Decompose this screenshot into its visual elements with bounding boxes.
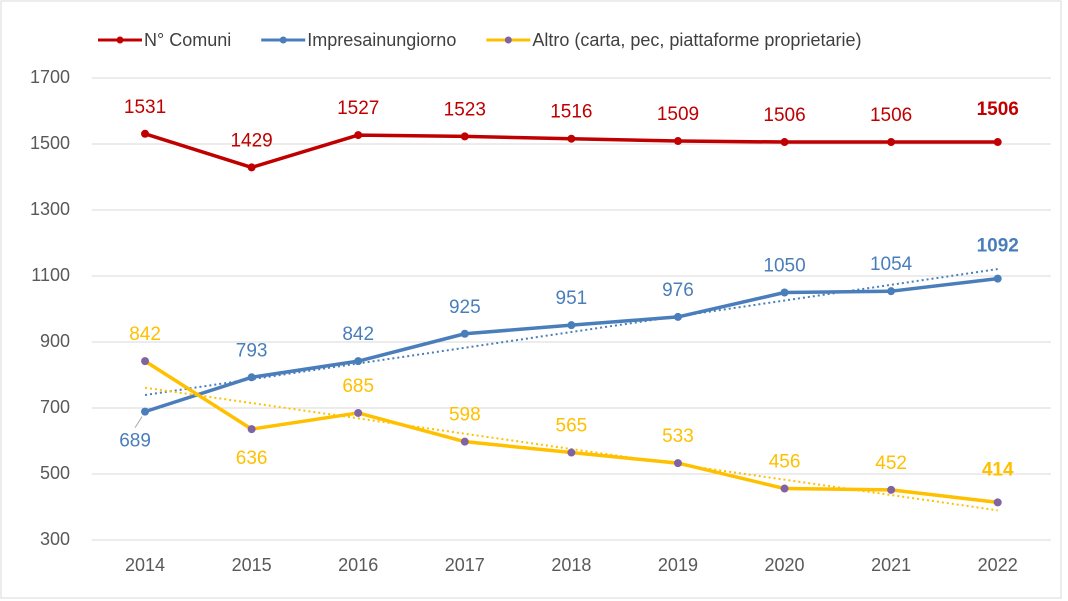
y-tick-label: 1500 — [30, 133, 70, 153]
point — [780, 138, 789, 147]
legend-label: Altro (carta, pec, piattaforme proprieta… — [532, 30, 861, 50]
x-tick-label: 2018 — [551, 555, 591, 575]
data-label: 793 — [236, 340, 268, 361]
point — [247, 425, 256, 434]
data-label: 1506 — [977, 99, 1019, 120]
x-tick-label: 2022 — [978, 555, 1018, 575]
point — [354, 357, 363, 366]
data-label: 1092 — [977, 236, 1019, 257]
x-tick-label: 2021 — [871, 555, 911, 575]
point — [673, 459, 682, 468]
point — [993, 274, 1002, 283]
data-label: 1506 — [763, 105, 805, 126]
data-label: 1516 — [550, 102, 592, 123]
point — [887, 485, 896, 494]
data-label: 565 — [556, 416, 588, 437]
legend-marker — [116, 36, 124, 44]
y-tick-label: 700 — [40, 397, 70, 417]
data-label: 842 — [129, 324, 161, 345]
point — [141, 407, 150, 416]
data-label: 1050 — [763, 256, 805, 277]
point — [673, 312, 682, 321]
point — [141, 357, 150, 366]
point — [567, 448, 576, 457]
point — [247, 373, 256, 382]
data-label: 1523 — [444, 99, 486, 120]
data-label: 1527 — [337, 98, 379, 119]
y-tick-label: 1100 — [31, 265, 70, 285]
point — [354, 408, 363, 417]
y-tick-label: 300 — [40, 529, 70, 549]
data-label: 414 — [982, 459, 1014, 480]
x-tick-label: 2020 — [765, 555, 805, 575]
legend-marker — [279, 36, 287, 44]
data-label: 452 — [875, 453, 907, 474]
data-label: 1509 — [657, 104, 699, 125]
data-label: 1429 — [230, 130, 272, 151]
point — [780, 484, 789, 493]
point — [887, 287, 896, 296]
y-tick-label: 1300 — [30, 199, 70, 219]
legend-label: Impresainungiorno — [307, 30, 456, 50]
data-label: 1506 — [870, 105, 912, 126]
point — [993, 138, 1002, 147]
data-label: 636 — [236, 448, 268, 469]
point — [673, 137, 682, 146]
point — [247, 163, 256, 172]
data-label: 456 — [769, 452, 801, 473]
y-tick-label: 1700 — [30, 67, 70, 87]
x-tick-label: 2019 — [658, 555, 698, 575]
point — [887, 138, 896, 147]
x-tick-label: 2014 — [125, 555, 165, 575]
data-label: 842 — [342, 324, 374, 345]
point — [460, 437, 469, 446]
legend-label: N° Comuni — [144, 30, 231, 50]
point — [354, 131, 363, 140]
x-tick-label: 2016 — [338, 555, 378, 575]
point — [993, 498, 1002, 507]
leader-line — [134, 416, 143, 428]
data-label: 925 — [449, 297, 481, 318]
trendline — [144, 268, 998, 396]
data-label: 689 — [119, 431, 151, 452]
point — [567, 134, 576, 143]
data-label: 685 — [342, 376, 374, 397]
point — [567, 321, 576, 330]
data-label: 951 — [556, 288, 588, 309]
y-tick-label: 900 — [40, 331, 70, 351]
data-label: 1054 — [870, 254, 913, 275]
point — [460, 329, 469, 338]
point — [460, 132, 469, 141]
point — [141, 129, 150, 138]
data-label: 1531 — [124, 97, 166, 118]
data-label: 976 — [662, 280, 694, 301]
data-label: 598 — [449, 405, 481, 426]
y-tick-label: 500 — [40, 463, 70, 483]
data-label: 533 — [662, 426, 694, 447]
x-tick-label: 2017 — [445, 555, 485, 575]
x-tick-label: 2015 — [232, 555, 272, 575]
legend-marker — [504, 36, 512, 44]
point — [780, 288, 789, 297]
